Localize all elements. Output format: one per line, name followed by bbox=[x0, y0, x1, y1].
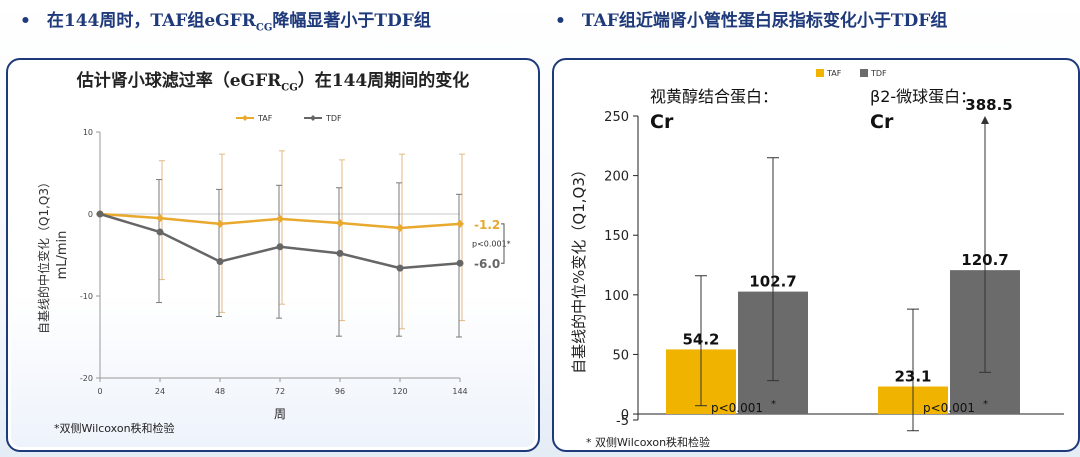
legend-label-tdf: TDF bbox=[325, 114, 342, 123]
data-label: 54.2 bbox=[682, 330, 719, 348]
data-label-q3: 388.5 bbox=[965, 96, 1012, 114]
egfr-footnote: *双侧Wilcoxon秩和检验 bbox=[54, 422, 175, 435]
group-label: 视黄醇结合蛋白： bbox=[650, 87, 778, 106]
legend-swatch-taf bbox=[816, 69, 824, 77]
end-label-tdf: -6.0 bbox=[474, 257, 500, 271]
x-axis-label: 周 bbox=[274, 407, 286, 421]
point-tdf bbox=[276, 243, 284, 251]
y-tick-label: 0 bbox=[88, 210, 93, 219]
left-headline-tail: 降幅显著小于TDF组 bbox=[272, 11, 431, 31]
point-tdf bbox=[96, 210, 104, 218]
p-bracket bbox=[501, 223, 505, 264]
footnote-text: 双侧Wilcoxon秩和检验 bbox=[595, 436, 711, 449]
legend-marker-taf bbox=[242, 115, 248, 121]
data-label: 120.7 bbox=[961, 251, 1008, 269]
end-label-taf: -1.2 bbox=[474, 218, 500, 232]
egfr-title-tail: ）在144周期间的变化 bbox=[297, 71, 470, 91]
bullet-dot: • bbox=[555, 11, 566, 31]
y-axis-unit: mL/min bbox=[55, 231, 70, 280]
egfr-title-text: 估计肾小球滤过率（eGFR bbox=[76, 71, 282, 91]
left-headline-sub: CG bbox=[255, 22, 273, 34]
point-tdf bbox=[456, 259, 464, 267]
point-taf bbox=[276, 214, 284, 223]
error-arrow-up bbox=[981, 116, 989, 124]
x-tick-label: 72 bbox=[275, 387, 285, 396]
legend-swatch-tdf bbox=[860, 69, 868, 77]
data-label: 23.1 bbox=[894, 368, 931, 386]
left-headline: • 在144周时，TAF组eGFRCG降幅显著小于TDF组 bbox=[20, 6, 431, 33]
x-tick-label: 0 bbox=[97, 387, 102, 396]
proteinuria-panel: -5 0 50 100 150 200 250 自基线的中位%变化（Q1,Q3） TAF TDF 视… bbox=[552, 58, 1080, 452]
data-label: 102.7 bbox=[749, 273, 796, 291]
y-tick-label: -10 bbox=[80, 292, 93, 301]
proteinuria-bar-chart: -50 50 100 150 200 250 自基线的中位%变化（Q1,Q3） TAF TDF 视… bbox=[570, 69, 1064, 432]
egfr-panel: 估计肾小球滤过率（eGFRCG）在144周期间的变化 10 0 -10 -20 0 24 4… bbox=[6, 58, 540, 452]
egfr-chart-title: 估计肾小球滤过率（eGFRCG）在144周期间的变化 bbox=[8, 66, 538, 93]
point-taf bbox=[396, 223, 404, 232]
group-sub: Cr bbox=[650, 111, 674, 133]
footnote-star: * bbox=[586, 436, 592, 449]
y-axis-label: 自基线的中位%变化（Q1,Q3） bbox=[570, 162, 588, 374]
point-taf bbox=[156, 214, 164, 223]
p-value-star: * bbox=[771, 399, 776, 410]
y-tick-label: 10 bbox=[83, 128, 93, 137]
group-label: β2-微球蛋白： bbox=[870, 87, 976, 106]
y-axis-label: 自基线的中位变化（Q1,Q3） bbox=[36, 176, 51, 334]
y-tick-label: 150 bbox=[604, 229, 629, 244]
legend-label-taf: TAF bbox=[826, 69, 842, 78]
point-taf bbox=[216, 219, 224, 228]
p-value-star: * bbox=[983, 399, 988, 410]
legend-label-tdf: TDF bbox=[870, 69, 887, 78]
p-value-label: p<0.001* bbox=[472, 240, 511, 249]
p-value-label: p<0.001 bbox=[923, 401, 975, 415]
point-taf bbox=[336, 219, 344, 228]
y-tick-label: -20 bbox=[80, 374, 93, 383]
bullet-dot: • bbox=[20, 11, 31, 31]
egfr-line-chart: 10 0 -10 -20 0 24 48 72 96 120 144 周 自基线的中位变化（Q1,Q3）… bbox=[36, 114, 511, 421]
right-headline: • TAF组近端肾小管性蛋白尿指标变化小于TDF组 bbox=[555, 6, 947, 31]
legend-label-taf: TAF bbox=[257, 114, 273, 123]
point-tdf bbox=[396, 264, 404, 272]
right-headline-text: TAF组近端肾小管性蛋白尿指标变化小于TDF组 bbox=[581, 11, 948, 31]
point-tdf bbox=[156, 228, 164, 236]
y-tick-label: 100 bbox=[604, 289, 629, 304]
point-taf bbox=[456, 219, 464, 228]
x-tick-label: 144 bbox=[452, 387, 467, 396]
y-tick-label: -5 bbox=[616, 414, 629, 429]
left-headline-text: 在144周时，TAF组eGFR bbox=[46, 11, 256, 31]
p-value-label: p<0.001 bbox=[711, 401, 763, 415]
x-tick-label: 120 bbox=[392, 387, 407, 396]
y-tick-label: 0 bbox=[621, 408, 629, 423]
y-tick-label: 50 bbox=[612, 348, 629, 363]
point-tdf bbox=[336, 249, 344, 257]
legend-marker-tdf bbox=[310, 115, 316, 121]
y-tick-label: 250 bbox=[604, 110, 629, 125]
point-tdf bbox=[216, 258, 224, 266]
x-tick-label: 24 bbox=[155, 387, 165, 396]
egfr-title-sub: CG bbox=[281, 82, 298, 94]
proteinuria-footnote: * 双侧Wilcoxon秩和检验 bbox=[586, 434, 710, 450]
y-tick-label: 200 bbox=[604, 170, 629, 185]
group-sub: Cr bbox=[870, 111, 894, 133]
x-tick-label: 96 bbox=[335, 387, 345, 396]
x-tick-label: 48 bbox=[215, 387, 225, 396]
